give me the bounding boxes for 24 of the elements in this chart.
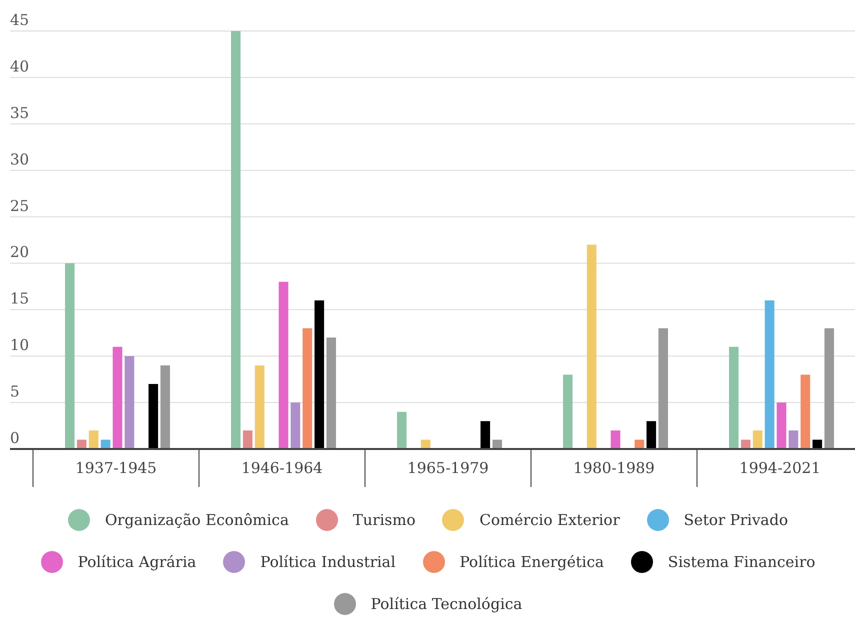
y-tick-label: 35 xyxy=(10,104,30,122)
legend-label: Comércio Exterior xyxy=(479,511,620,529)
y-tick-label: 0 xyxy=(10,429,20,447)
legend-label: Política Energética xyxy=(460,553,604,571)
x-tick-label: 1980-1989 xyxy=(573,459,655,477)
y-tick-label: 15 xyxy=(10,290,30,308)
y-tick-label: 5 xyxy=(10,382,20,401)
y-tick-label: 10 xyxy=(10,336,30,354)
legend-label: Política Tecnológica xyxy=(370,595,522,613)
y-tick-label: 20 xyxy=(10,243,30,262)
legend-label: Setor Privado xyxy=(684,511,788,529)
y-tick-label: 25 xyxy=(10,196,30,215)
legend-label: Turismo xyxy=(352,511,416,529)
legend-label: Política Agrária xyxy=(78,553,196,571)
legend-label: Organização Econômica xyxy=(104,511,289,529)
x-tick-label: 1965-1979 xyxy=(407,459,489,477)
legend-label: Sistema Financeiro xyxy=(668,553,816,571)
y-tick-label: 40 xyxy=(10,57,30,76)
legend-label: Política Industrial xyxy=(260,553,396,571)
y-tick-label: 45 xyxy=(10,11,30,29)
x-tick-label: 1946-1964 xyxy=(241,459,323,477)
y-tick-label: 30 xyxy=(10,150,30,168)
x-tick-label: 1994-2021 xyxy=(739,459,821,477)
x-tick-label: 1937-1945 xyxy=(75,459,157,477)
